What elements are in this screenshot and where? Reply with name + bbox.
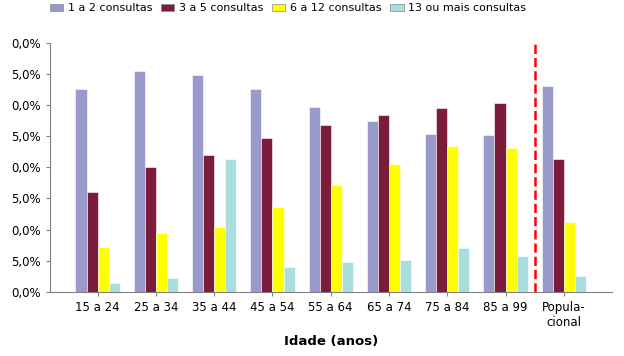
Bar <box>553 159 564 292</box>
Bar <box>87 192 97 292</box>
Bar <box>447 146 459 292</box>
Bar <box>342 262 353 292</box>
X-axis label: Idade (anos): Idade (anos) <box>283 335 378 347</box>
Bar <box>250 89 261 292</box>
Bar <box>156 234 167 292</box>
Bar <box>494 103 505 292</box>
Bar <box>575 276 586 292</box>
Bar <box>76 89 87 292</box>
Bar <box>459 248 469 292</box>
Bar <box>109 283 120 292</box>
Bar <box>436 108 447 292</box>
Bar <box>425 134 436 292</box>
Bar <box>145 167 156 292</box>
Bar <box>564 222 575 292</box>
Bar <box>261 138 273 292</box>
Legend: 1 a 2 consultas, 3 a 5 consultas, 6 a 12 consultas, 13 ou mais consultas: 1 a 2 consultas, 3 a 5 consultas, 6 a 12… <box>50 4 526 14</box>
Bar <box>367 121 378 292</box>
Bar <box>319 125 331 292</box>
Bar <box>134 71 145 292</box>
Bar <box>484 135 494 292</box>
Bar <box>273 206 283 292</box>
Bar <box>97 247 109 292</box>
Bar <box>203 155 214 292</box>
Bar <box>192 75 203 292</box>
Bar <box>309 107 319 292</box>
Bar <box>400 260 411 292</box>
Bar <box>389 163 400 292</box>
Bar <box>225 159 236 292</box>
Bar <box>167 278 178 292</box>
Bar <box>505 148 517 292</box>
Bar <box>283 267 295 292</box>
Bar <box>331 185 342 292</box>
Bar <box>517 256 528 292</box>
Bar <box>378 115 389 292</box>
Bar <box>542 86 553 292</box>
Bar <box>214 226 225 292</box>
